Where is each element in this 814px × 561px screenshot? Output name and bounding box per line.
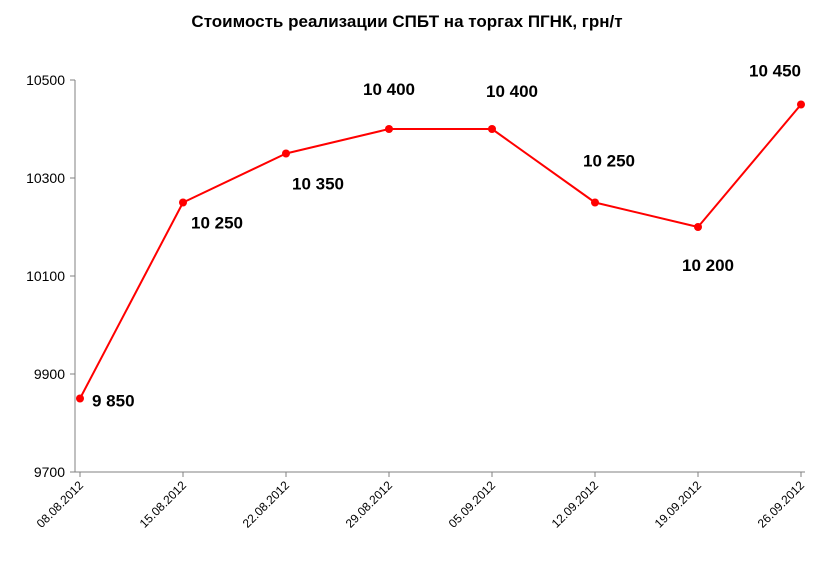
data-label: 10 250 [583,152,635,171]
data-label: 9 850 [92,392,135,411]
x-tick-label: 19.09.2012 [652,478,705,531]
y-tick-label: 10500 [26,72,65,88]
data-point [488,125,496,133]
data-point [591,198,599,207]
chart-title: Стоимость реализации СПБТ на торгах ПГНК… [191,12,623,31]
data-label: 10 200 [682,256,734,275]
x-tick-label: 22.08.2012 [240,478,293,531]
x-tick-label: 15.08.2012 [137,478,190,531]
data-label: 10 450 [749,62,801,81]
data-point [76,394,84,403]
data-label: 10 400 [363,80,415,99]
data-point [694,223,702,231]
x-tick-label: 26.09.2012 [755,478,808,531]
y-tick-label: 9700 [34,464,65,480]
x-tick-label: 12.09.2012 [549,478,602,531]
data-point [179,198,187,207]
data-point [282,149,290,158]
data-label: 10 350 [292,175,344,194]
y-tick-label: 10100 [26,268,65,284]
x-tick-label: 05.09.2012 [446,478,499,531]
data-label: 10 250 [191,214,243,233]
y-tick-label: 10300 [26,170,65,186]
series-line [79,103,802,399]
data-label: 10 400 [486,82,538,101]
x-tick-label: 08.08.2012 [34,478,87,531]
data-point [797,100,805,109]
y-tick-label: 9900 [34,366,65,382]
data-point [385,125,393,133]
x-tick-label: 29.08.2012 [343,478,396,531]
